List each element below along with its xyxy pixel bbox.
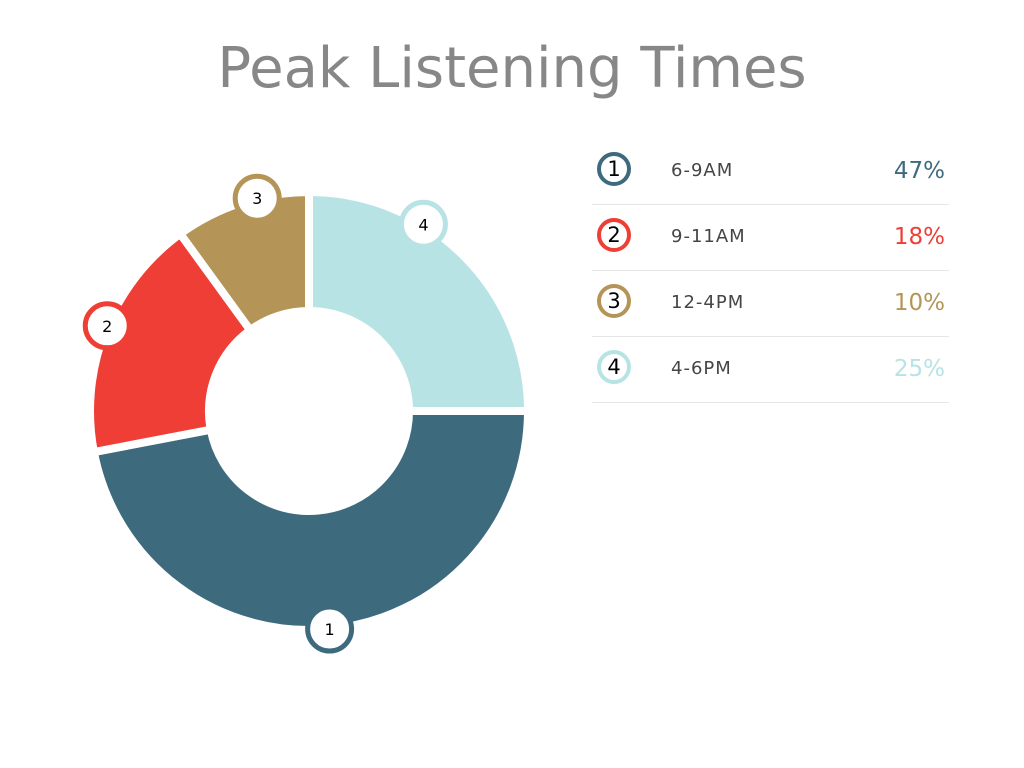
slice-number-badge: 4 — [398, 199, 448, 249]
slice-number-label: 3 — [252, 189, 262, 208]
legend-number-badge: 2 — [597, 218, 631, 252]
legend-label: 6-9AM — [671, 160, 734, 181]
legend-item: 4 4-6PM 25% — [592, 337, 949, 403]
legend-value: 10% — [893, 290, 945, 316]
legend-item: 1 6-9AM 47% — [592, 139, 949, 205]
slice-badge-circle — [232, 173, 282, 223]
legend-item: 2 9-11AM 18% — [592, 205, 949, 271]
slice-number-badge: 2 — [82, 301, 132, 351]
legend-value: 25% — [893, 356, 945, 382]
legend-label: 9-11AM — [671, 226, 746, 247]
slice-number-label: 4 — [418, 215, 428, 234]
legend: 1 6-9AM 47% 2 9-11AM 18% 3 12-4PM 10% 4 … — [592, 139, 949, 403]
chart-title: Peak Listening Times — [217, 36, 807, 101]
slice-number-label: 1 — [325, 620, 335, 639]
slice-badge-circle — [82, 301, 132, 351]
legend-number-badge: 1 — [597, 152, 631, 186]
legend-number-badge: 3 — [597, 284, 631, 318]
legend-label: 12-4PM — [671, 292, 745, 313]
donut-slice-2 — [86, 228, 256, 457]
legend-item: 3 12-4PM 10% — [592, 271, 949, 337]
slice-number-badge: 3 — [232, 173, 282, 223]
slice-badge-circle — [398, 199, 448, 249]
slice-number-label: 2 — [102, 317, 112, 336]
slice-badge-circle — [305, 604, 355, 654]
legend-value: 18% — [893, 224, 945, 250]
donut-slice-1 — [89, 407, 533, 634]
legend-label: 4-6PM — [671, 358, 732, 379]
legend-number-badge: 4 — [597, 350, 631, 384]
slice-number-badge: 1 — [305, 604, 355, 654]
legend-value: 47% — [893, 158, 945, 184]
